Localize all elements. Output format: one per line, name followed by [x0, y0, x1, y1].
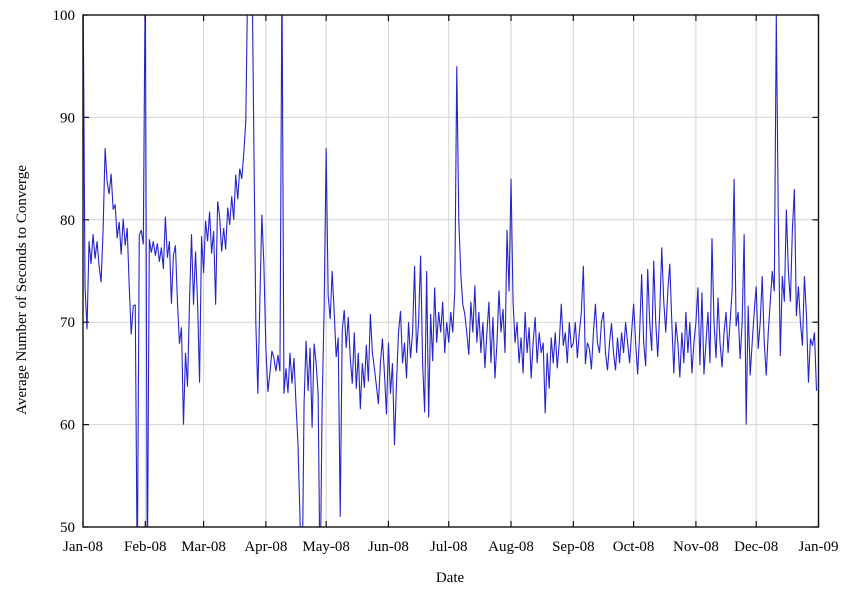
- y-tick-label: 70: [60, 315, 75, 331]
- y-axis-title: Average Number of Seconds to Converge: [14, 165, 30, 415]
- x-tick-label: Nov-08: [673, 539, 719, 555]
- convergence-series-polyline: [83, 15, 818, 527]
- x-tick-label: Mar-08: [181, 539, 226, 555]
- grid-lines: [82, 14, 819, 528]
- x-tick-label: Jul-08: [430, 539, 468, 555]
- y-tick-label: 80: [60, 213, 75, 229]
- data-series-line: [83, 15, 818, 527]
- y-tick-label: 50: [60, 520, 75, 536]
- x-tick-label: Dec-08: [734, 539, 778, 555]
- y-tick-label: 60: [60, 418, 75, 434]
- x-tick-label: Jun-08: [368, 539, 409, 555]
- x-tick-label: Aug-08: [488, 539, 534, 555]
- x-tick-label: May-08: [302, 539, 350, 555]
- x-tick-label: Jan-08: [63, 539, 103, 555]
- x-tick-label: Sep-08: [552, 539, 595, 555]
- plot-border: [82, 14, 820, 528]
- x-axis-title: Date: [436, 570, 465, 586]
- x-tick-label: Oct-08: [613, 539, 655, 555]
- tick-labels: Jan-08 Feb-08 Mar-08 Apr-08 May-08 Jun-08 Jul-…: [53, 8, 839, 555]
- x-tick-label: Feb-08: [124, 539, 167, 555]
- x-tick-label: Apr-08: [244, 539, 287, 555]
- plot-border-and-ticks: [82, 14, 820, 528]
- y-tick-label: 90: [60, 110, 75, 126]
- x-tick-label: Jan-09: [799, 539, 839, 555]
- y-tick-label: 100: [53, 8, 76, 24]
